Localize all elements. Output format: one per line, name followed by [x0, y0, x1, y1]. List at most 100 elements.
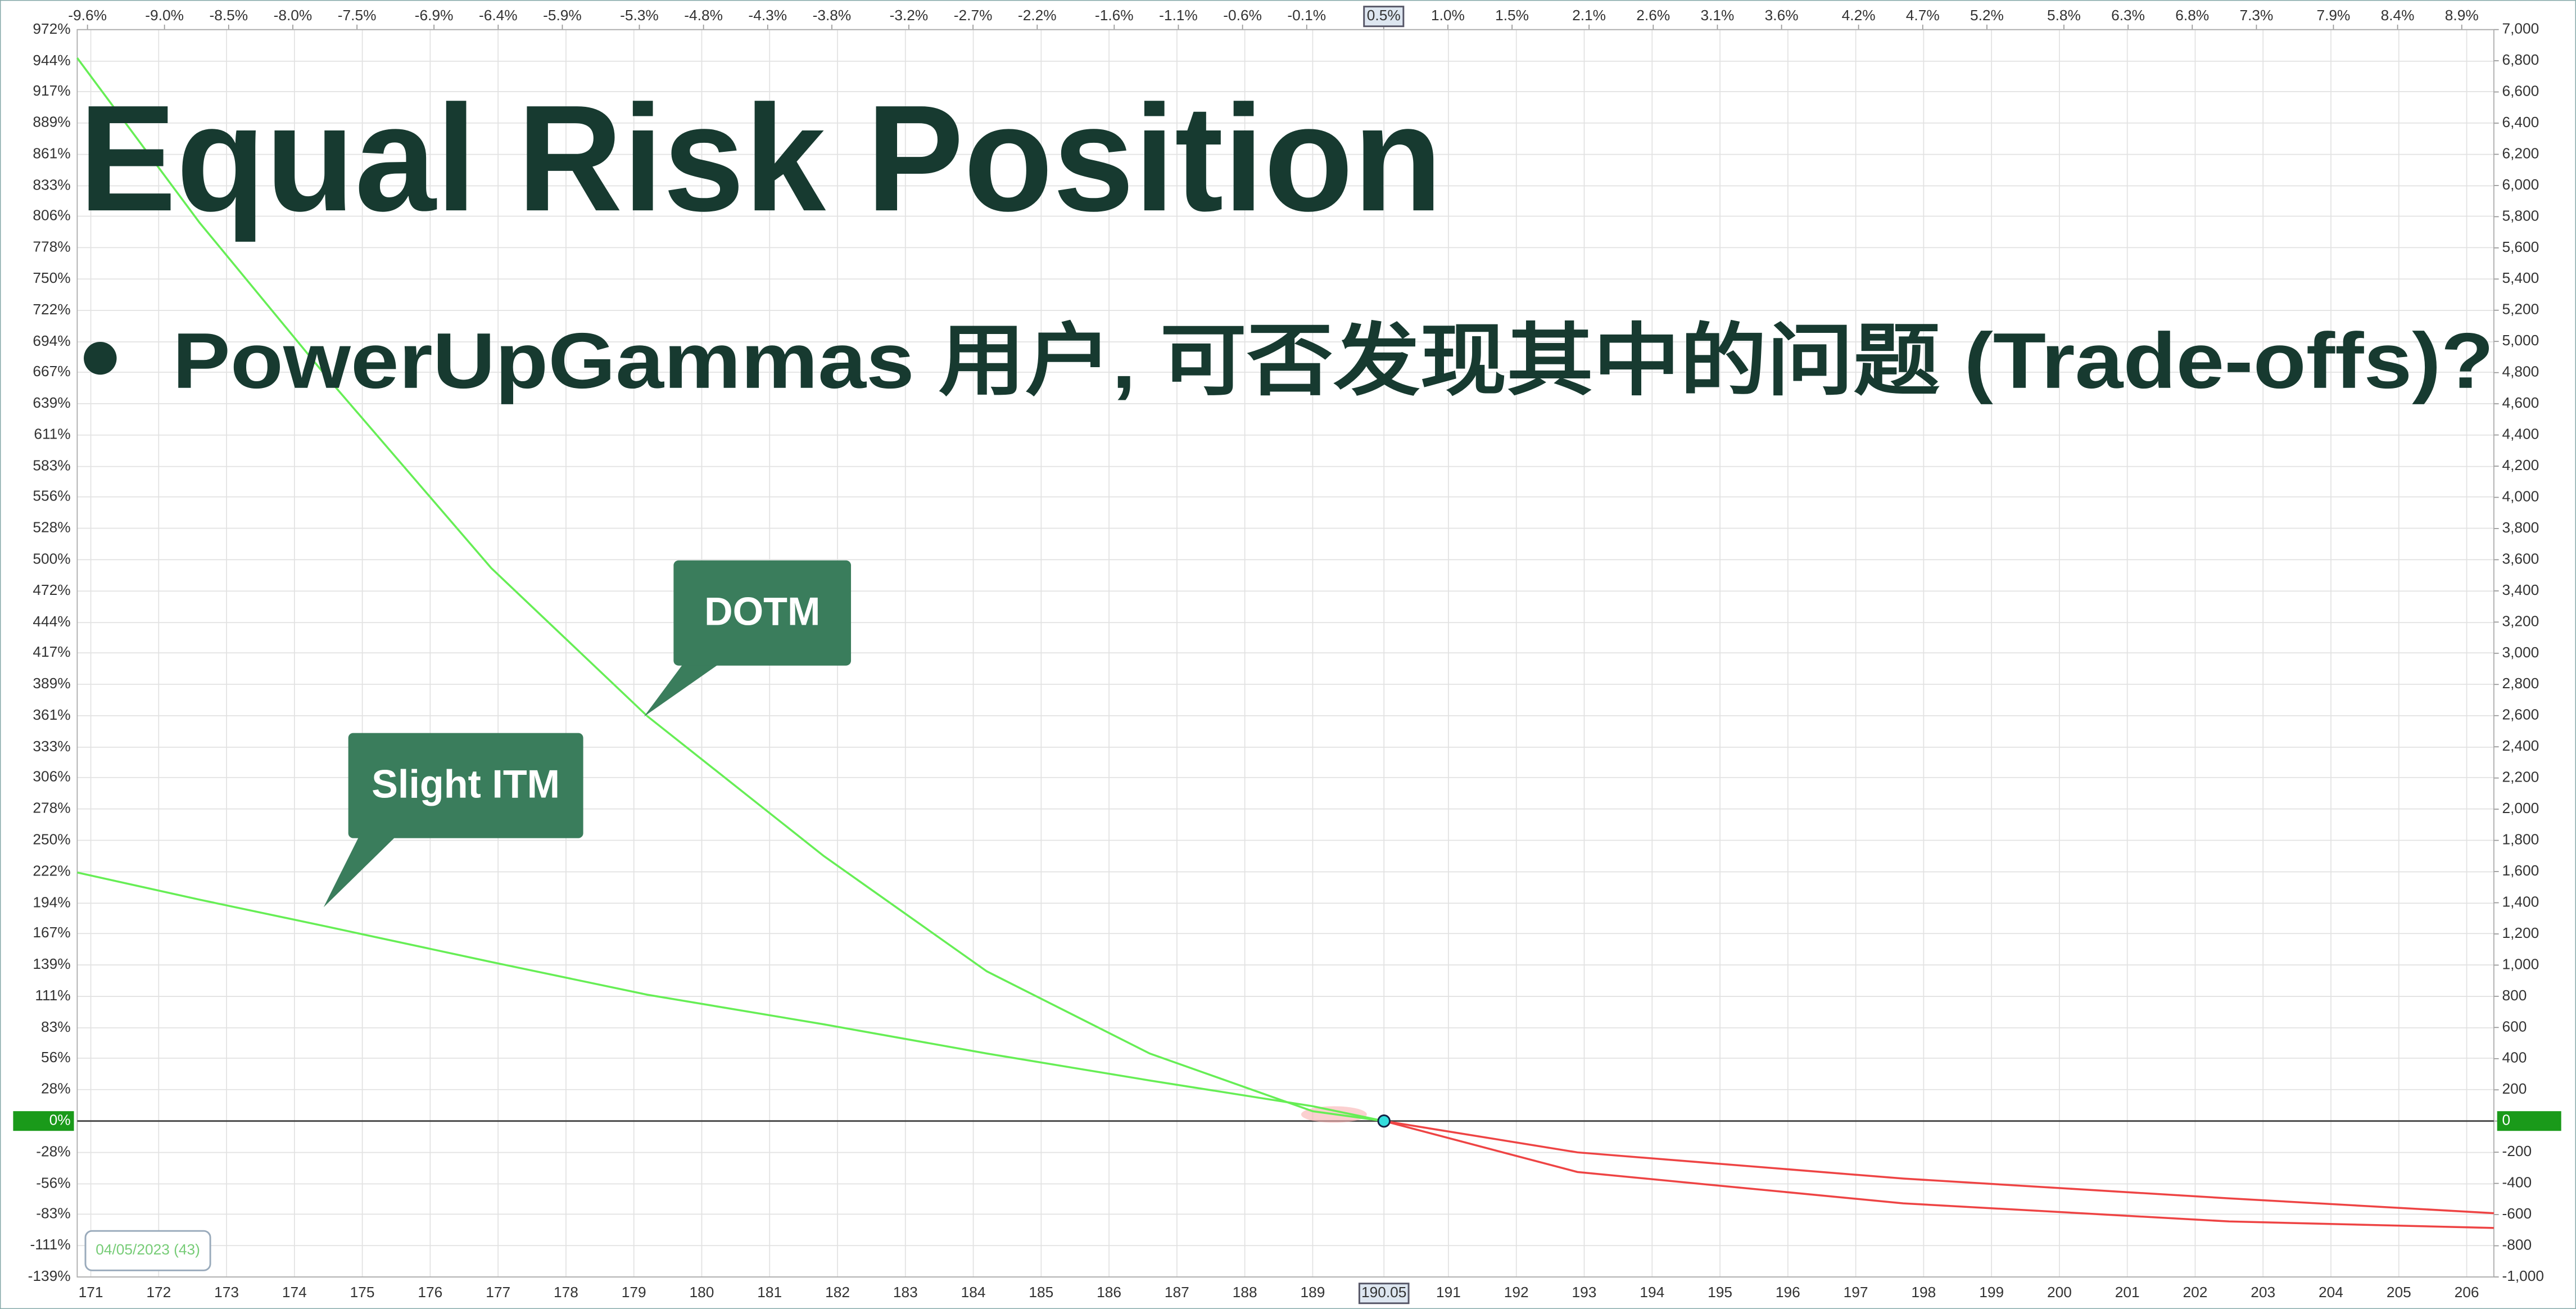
x2-tick-label: -9.0%: [145, 7, 184, 24]
x2-tick-label: 8.4%: [2381, 7, 2415, 24]
x2-tick-label: -4.3%: [748, 7, 787, 24]
x-tick-label: 176: [418, 1284, 442, 1301]
x-tick-label: 183: [893, 1284, 918, 1301]
y-tick-label: 889%: [33, 114, 70, 130]
callout-label: Slight ITM: [372, 762, 560, 806]
x-tick-label: 172: [146, 1284, 171, 1301]
x2-tick-label: -0.6%: [1223, 7, 1262, 24]
y-tick-label: 500%: [33, 550, 70, 567]
y-tick-label: 806%: [33, 206, 70, 223]
x-tick-label: 197: [1844, 1284, 1868, 1301]
x2-tick-label: 4.2%: [1842, 7, 1876, 24]
x2-tick-label: 3.1%: [1700, 7, 1734, 24]
y2-tick-label: 4,400: [2502, 426, 2539, 443]
y-tick-label: 0%: [49, 1112, 71, 1129]
y2-tick-label: 3,000: [2502, 644, 2539, 661]
grid: [76, 24, 2499, 1278]
x2-tick-label: 1.5%: [1495, 7, 1529, 24]
y-tick-label: 361%: [33, 706, 70, 723]
x-tick-label: 184: [961, 1284, 986, 1301]
y-tick-label: 861%: [33, 145, 70, 162]
y2-tick-label: 6,400: [2502, 114, 2539, 130]
x2-tick-label: 1.0%: [1431, 7, 1465, 24]
y2-tick-label: 1,000: [2502, 955, 2539, 972]
y-tick-label: 194%: [33, 893, 70, 910]
y-tick-label: -83%: [36, 1204, 70, 1221]
y2-tick-label: -1,000: [2502, 1267, 2544, 1284]
x-tick-label: 188: [1233, 1284, 1257, 1301]
x2-tick-label: 0.5%: [1367, 7, 1401, 24]
y-tick-label: 389%: [33, 675, 70, 692]
y2-tick-label: 1,600: [2502, 862, 2539, 879]
x2-tick-label: -2.7%: [954, 7, 993, 24]
x-tick-label: 192: [1504, 1284, 1529, 1301]
y-tick-label: 639%: [33, 394, 70, 411]
y-tick-label: 111%: [35, 987, 70, 1004]
x-tick-label: 190.05: [1361, 1284, 1406, 1301]
y2-tick-label: 5,600: [2502, 238, 2539, 255]
x-tick-label: 186: [1097, 1284, 1121, 1301]
x-tick-label: 199: [1979, 1284, 2004, 1301]
date-label: 04/05/2023 (43): [96, 1241, 200, 1258]
y2-tick-label: 7,000: [2502, 20, 2539, 37]
y2-tick-label: 2,200: [2502, 769, 2539, 786]
labels: 972% 944% 917% 889% 861% 833% 806% 778% 750% 722%…: [13, 6, 2561, 1305]
x-tick-label: 174: [282, 1284, 307, 1301]
y2-tick-label: 2,000: [2502, 800, 2539, 816]
x2-tick-label: 6.3%: [2111, 7, 2145, 24]
x2-tick-label: -1.1%: [1159, 7, 1198, 24]
x2-tick-label: 2.6%: [1636, 7, 1670, 24]
x-tick-label: 189: [1300, 1284, 1325, 1301]
x2-tick-label: 3.6%: [1765, 7, 1799, 24]
y2-tick-label: 1,800: [2502, 831, 2539, 848]
current-badge: [1363, 6, 1405, 28]
x-tick-label: 179: [622, 1284, 646, 1301]
y2-tick-label: 0: [2502, 1112, 2510, 1129]
x2-tick-label: -9.6%: [68, 7, 107, 24]
y2-tick-label: 4,200: [2502, 457, 2539, 473]
x2-tick-label: -8.0%: [274, 7, 313, 24]
x-tick-label: 203: [2251, 1284, 2275, 1301]
y-tick-label: 333%: [33, 738, 70, 755]
y2-tick-label: 6,200: [2502, 145, 2539, 161]
x-tick-label: 187: [1165, 1284, 1189, 1301]
x2-tick-label: -2.2%: [1018, 7, 1057, 24]
y-tick-label: 472%: [33, 581, 70, 598]
x2-tick-label: -5.3%: [620, 7, 659, 24]
x-tick-label: 205: [2387, 1284, 2411, 1301]
x-tick-label: 182: [825, 1284, 850, 1301]
y2-tick-label: 400: [2502, 1049, 2527, 1066]
plot-border: [76, 29, 2494, 1278]
y2-tick-label: -800: [2502, 1236, 2532, 1253]
x-tick-label: 195: [1708, 1284, 1732, 1301]
x2-tick-label: -7.5%: [338, 7, 377, 24]
y2-tick-label: 6,600: [2502, 82, 2539, 99]
title: Equal Risk Position: [79, 74, 1442, 243]
y2-tick-label: 5,200: [2502, 301, 2539, 318]
x2-tick-label: -6.4%: [479, 7, 518, 24]
y2-tick-label: 2,400: [2502, 737, 2539, 754]
y-tick-label: 28%: [41, 1080, 71, 1097]
y-tick-label: 556%: [33, 488, 70, 504]
subtitle: PowerUpGammas 用户, 可否发现其中的问题 (Trade-offs)…: [173, 317, 2494, 405]
x-tick-label: 178: [554, 1284, 578, 1301]
x-tick-label: 171: [79, 1284, 103, 1301]
y2-tick-label: 3,400: [2502, 581, 2539, 598]
x-tick-label: 202: [2183, 1284, 2208, 1301]
y-tick-label: 583%: [33, 457, 70, 474]
x2-tick-label: -3.2%: [890, 7, 929, 24]
x-tick-label: 201: [2115, 1284, 2140, 1301]
bullet: [84, 341, 117, 375]
y-tick-label: 611%: [34, 426, 70, 443]
y-tick-label: 778%: [33, 238, 70, 255]
y-tick-label: -28%: [36, 1143, 70, 1160]
x2-tick-label: -4.8%: [684, 7, 723, 24]
zero-badge: [2497, 1111, 2561, 1131]
y-tick-label: 750%: [33, 269, 70, 286]
current-marker: [1377, 1114, 1391, 1128]
y2-tick-label: 3,800: [2502, 519, 2539, 536]
x-tick-label: 173: [214, 1284, 239, 1301]
y2-tick-label: 800: [2502, 987, 2527, 1004]
y2-tick-label: 1,400: [2502, 893, 2539, 910]
x2-tick-label: 4.7%: [1906, 7, 1940, 24]
